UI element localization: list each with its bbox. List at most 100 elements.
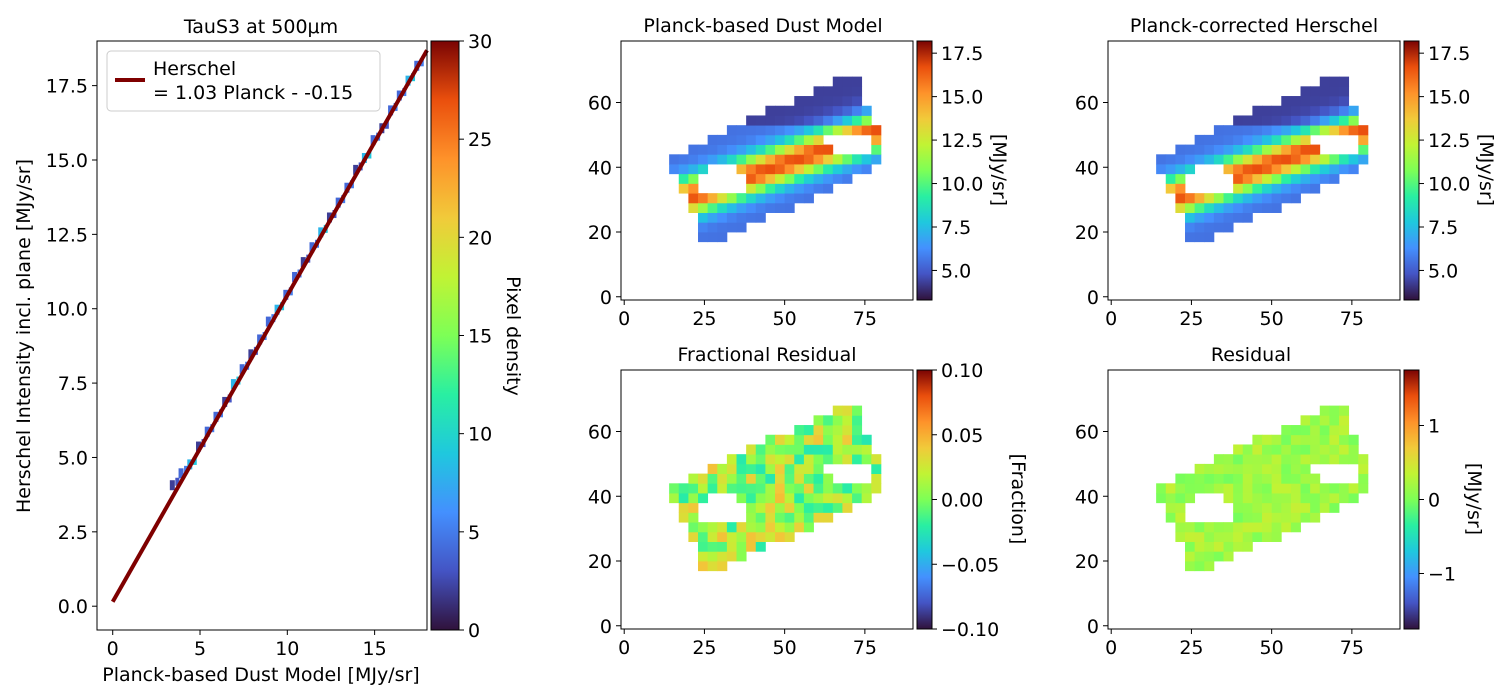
map-pixel — [1348, 434, 1359, 445]
map-pixel — [1262, 522, 1273, 533]
map-pixel — [1194, 473, 1205, 484]
map-pixel — [871, 463, 882, 474]
map-pixel — [1252, 522, 1263, 533]
map-pixel — [1319, 483, 1330, 494]
map-pixel — [803, 183, 814, 194]
density-colorbar-tick-label: 5 — [468, 522, 480, 544]
map-pixel — [755, 173, 766, 184]
map-pixel — [1310, 502, 1321, 513]
map-pixel — [1281, 463, 1292, 474]
map-colorbar — [1403, 369, 1420, 630]
map-pixel — [1194, 561, 1205, 572]
map-pixel — [784, 202, 795, 213]
map-pixel — [1223, 454, 1234, 465]
map-pixel — [755, 502, 766, 513]
map-pixel — [717, 541, 728, 552]
map-pixel — [1339, 454, 1350, 465]
map-pixel — [794, 115, 805, 126]
map-pixel — [852, 76, 863, 87]
map-y-tick-label: 60 — [1075, 93, 1099, 115]
map-pixel — [1213, 541, 1224, 552]
map-pixel — [1271, 444, 1282, 455]
map-pixel — [823, 115, 834, 126]
map-pixel — [803, 154, 814, 165]
map-pixel — [803, 115, 814, 126]
map-pixel — [765, 144, 776, 155]
map-pixel — [842, 164, 853, 175]
map-pixel — [698, 561, 709, 572]
map-pixel — [1348, 125, 1359, 136]
legend-label-line-2: = 1.03 Planck - -0.15 — [153, 82, 353, 104]
density-cell — [384, 120, 389, 129]
map-x-tick-label: 0 — [618, 308, 630, 330]
density-x-ticks: 0 5 10 15 — [107, 630, 387, 660]
map-pixel — [794, 425, 805, 436]
map-pixel — [678, 154, 689, 165]
map-pixel — [1329, 76, 1340, 87]
map-pixel — [1233, 541, 1244, 552]
map-pixel — [1281, 522, 1292, 533]
map-pixel — [832, 483, 843, 494]
map-pixel — [1194, 202, 1205, 213]
map-pixel — [707, 541, 718, 552]
map-pixel — [861, 483, 872, 494]
map-pixel — [1223, 531, 1234, 542]
map-pixel — [861, 444, 872, 455]
map-pixel — [1271, 531, 1282, 542]
map-y-ticks: 0 20 40 60 — [1075, 422, 1108, 638]
map-pixel — [1213, 125, 1224, 136]
map-pixel — [1300, 473, 1311, 484]
map-pixel — [1165, 154, 1176, 165]
map-pixel — [794, 173, 805, 184]
map-pixel — [842, 105, 853, 116]
map-pixel — [726, 125, 737, 136]
map-pixel — [1175, 164, 1186, 175]
map-pixel — [1185, 541, 1196, 552]
map-pixel — [1262, 512, 1273, 523]
map-pixel — [698, 154, 709, 165]
map-pixel — [717, 522, 728, 533]
map-pixel — [707, 193, 718, 204]
map-x-ticks: 0 25 50 75 — [1105, 300, 1364, 330]
map-pixel — [1281, 493, 1292, 504]
map-pixel — [1252, 134, 1263, 145]
map-pixel — [1262, 202, 1273, 213]
map-pixel — [698, 212, 709, 223]
map-pixel — [1233, 212, 1244, 223]
map-y-tick-label: 0 — [1087, 287, 1099, 309]
map-y-tick-label: 40 — [1075, 486, 1099, 508]
map-pixel — [1319, 164, 1330, 175]
map-pixel — [794, 105, 805, 116]
map-pixel — [698, 164, 709, 175]
map-pixel — [1252, 463, 1263, 474]
map-pixel — [842, 493, 853, 504]
map-pixel — [707, 134, 718, 145]
map-pixel — [736, 222, 747, 233]
map-pixel — [1329, 86, 1340, 97]
map-pixel — [717, 144, 728, 155]
map-pixel — [688, 173, 699, 184]
map-pixel — [1339, 415, 1350, 426]
map-pixel — [1319, 415, 1330, 426]
density-cell — [248, 349, 254, 360]
map-pixel — [765, 483, 776, 494]
map-pixel — [1185, 144, 1196, 155]
legend-label-line-1: Herschel — [153, 58, 236, 80]
map-pixel — [1252, 164, 1263, 175]
map-pixel — [823, 164, 834, 175]
map-pixel — [726, 522, 737, 533]
map-pixel — [813, 105, 824, 116]
map-pixel — [1233, 164, 1244, 175]
map-pixel — [765, 434, 776, 445]
map-colorbar-label: [MJy/sr] — [1475, 134, 1497, 206]
map-pixel — [1213, 212, 1224, 223]
map-pixel — [1310, 96, 1321, 107]
map-colorbar-tick-label: −0.05 — [941, 554, 999, 576]
map-pixel — [1223, 493, 1234, 504]
map-pixel — [1271, 164, 1282, 175]
map-pixel — [746, 512, 757, 523]
density-x-tick-label: 10 — [275, 638, 299, 660]
density-cell — [353, 164, 359, 175]
map-pixel — [1233, 444, 1244, 455]
map-pixel — [784, 144, 795, 155]
